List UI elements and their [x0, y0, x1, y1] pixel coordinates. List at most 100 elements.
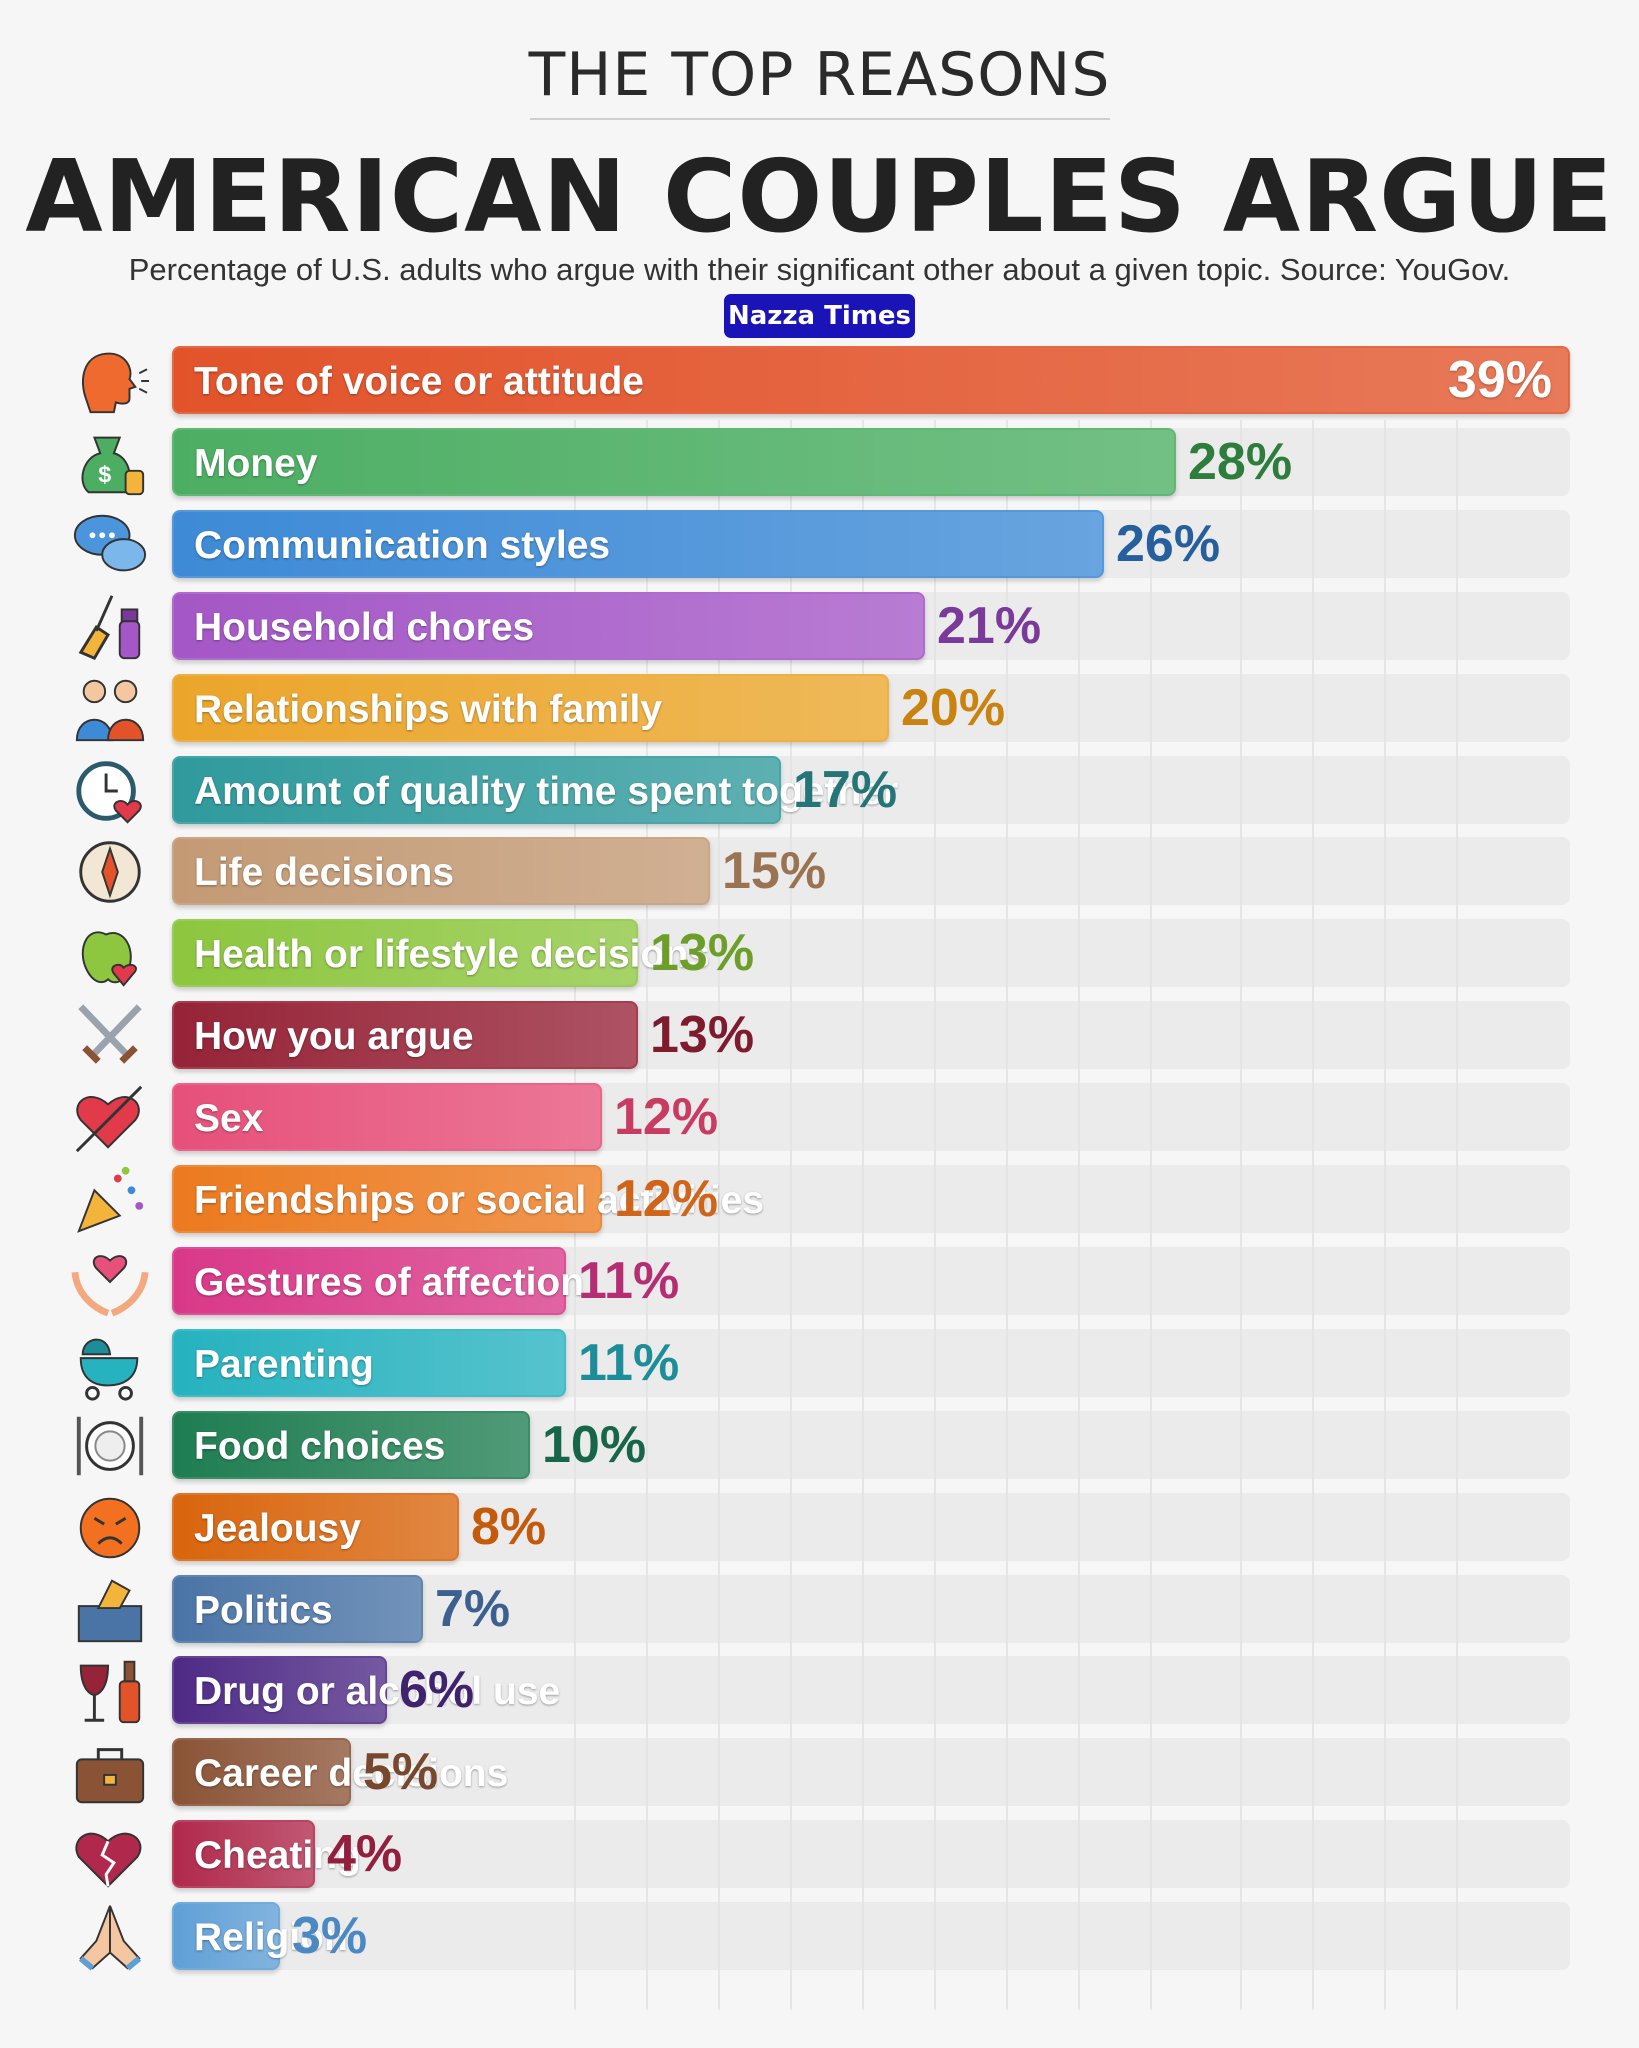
value-label: 13% — [650, 1006, 755, 1065]
bar: Communication styles — [172, 509, 1104, 578]
bar-label: Sex — [194, 1097, 264, 1141]
bar: Sex — [172, 1083, 602, 1152]
ballot-box-icon — [77, 1578, 143, 1642]
money-bag-icon: $ — [81, 436, 145, 496]
bar-label: Life decisions — [194, 851, 455, 895]
bar-row: Gestures of affection 11% — [0, 1246, 1639, 1317]
bar-row: Relationships with family 20% — [0, 673, 1639, 744]
value-label: 13% — [650, 924, 755, 983]
bar: Jealousy — [172, 1492, 459, 1561]
bar-row: Food choices 10% — [0, 1410, 1639, 1481]
value-label: 10% — [542, 1415, 647, 1474]
bar-row: How you argue 13% — [0, 1001, 1639, 1071]
bar-label: Friendships or social activities — [194, 1179, 765, 1222]
bar-label: How you argue — [194, 1015, 474, 1059]
bar-label: Drug or alcohol use — [194, 1670, 561, 1714]
bar-row: Household chores 21% — [0, 591, 1639, 662]
bar-label: Food choices — [194, 1424, 446, 1468]
speaking-head-icon — [82, 352, 149, 414]
value-label: 3% — [292, 1907, 368, 1966]
value-label: 12% — [614, 1170, 719, 1228]
bar-label: Communication styles — [194, 523, 611, 567]
bar: Tone of voice or attitude — [172, 346, 1570, 414]
bar-row: Cheating 4% — [0, 1820, 1639, 1890]
crossed-swords-icon — [78, 1004, 142, 1064]
bar: Cheating — [172, 1820, 361, 1889]
bar-label: Household chores — [194, 605, 535, 649]
bar: Friendships or social activities — [172, 1165, 764, 1233]
bar-row: Jealousy 8% — [0, 1492, 1639, 1563]
value-label: 4% — [327, 1825, 403, 1884]
bar-track — [172, 1902, 1570, 1971]
broken-heart-icon — [75, 1832, 142, 1888]
value-label: 5% — [363, 1743, 439, 1802]
bar-row: Career decisions 5% — [0, 1738, 1639, 1808]
bar: Health or lifestyle decisions — [172, 919, 710, 988]
bar-label: Money — [194, 441, 318, 485]
bar-label: Gestures of affection — [194, 1260, 585, 1304]
chart-subtitle: Percentage of U.S. adults who argue with… — [128, 252, 1511, 287]
clock-heart-icon — [76, 760, 142, 824]
brand-badge: Nazza Times — [724, 294, 915, 338]
bar: How you argue — [172, 1001, 638, 1070]
chart-title: AMERICAN COUPLES ARGUE — [25, 138, 1614, 255]
value-label: 8% — [471, 1497, 547, 1556]
hands-heart-icon — [71, 1255, 149, 1317]
chart-pretitle: THE TOP REASONS — [528, 40, 1111, 110]
value-label: 20% — [901, 678, 1006, 737]
bar: Relationships with family — [172, 673, 889, 742]
bar-label: Career decisions — [194, 1752, 509, 1796]
bar-label: Jealousy — [194, 1506, 361, 1550]
bar-row: Money 28% $ — [0, 427, 1639, 498]
value-label: 17% — [793, 760, 898, 819]
bar-label: Relationships with family — [194, 687, 663, 731]
bar: Gestures of affection — [172, 1246, 584, 1315]
bar-track — [172, 1656, 1570, 1725]
bar-label: Tone of voice or attitude — [194, 360, 644, 403]
bar-row: Drug or alcohol use 6% — [0, 1656, 1639, 1726]
heart-arrow-icon — [75, 1085, 143, 1153]
praying-hands-icon — [78, 1905, 142, 1971]
bar-label: Politics — [194, 1588, 333, 1632]
bar: Money — [172, 427, 1176, 496]
fork-plate-knife-icon — [76, 1416, 144, 1475]
value-label: 28% — [1188, 432, 1293, 491]
bar: Drug or alcohol use — [172, 1656, 560, 1725]
bar-label: Amount of quality time spent together — [194, 769, 899, 813]
wine-bottle-icon — [79, 1661, 141, 1724]
bar-row: Communication styles 26% — [0, 509, 1639, 580]
bar-label: Health or lifestyle decisions — [194, 933, 710, 977]
value-label: 21% — [937, 596, 1042, 655]
bar: Amount of quality time spent together — [172, 755, 898, 824]
bar-row: Sex 12% — [0, 1083, 1639, 1153]
bar: Career decisions — [172, 1738, 508, 1807]
bar: Politics — [172, 1574, 423, 1643]
apple-heart-icon — [81, 931, 137, 988]
party-popper-icon — [77, 1166, 144, 1233]
bar-row: Tone of voice or attitude 39% — [0, 346, 1639, 416]
value-label: 26% — [1116, 514, 1221, 573]
bar-row: Health or lifestyle decisions 13% — [0, 919, 1639, 989]
value-label: 39% — [1447, 351, 1552, 409]
bar-row: Religion 3% — [0, 1902, 1639, 1972]
bar: Life decisions — [172, 837, 710, 906]
bar: Religion — [172, 1902, 348, 1971]
bar-row: Life decisions 15% — [0, 837, 1639, 907]
value-label: 11% — [578, 1333, 680, 1392]
baby-carriage-icon — [79, 1338, 139, 1401]
bar-row: Friendships or social activities 12% — [0, 1165, 1639, 1235]
bar-label: Religion — [194, 1916, 348, 1960]
bar: Household chores — [172, 591, 925, 660]
bar-row: Politics 7% — [0, 1574, 1639, 1645]
bar-row: Parenting 11% — [0, 1328, 1639, 1401]
family-icon — [75, 679, 145, 741]
svg-text:$: $ — [98, 461, 111, 487]
briefcase-icon — [75, 1748, 145, 1804]
speech-bubbles-icon — [73, 514, 147, 572]
value-label: 6% — [399, 1661, 475, 1720]
bar: Parenting — [172, 1328, 566, 1397]
value-label: 7% — [435, 1579, 511, 1638]
bar-label: Parenting — [194, 1342, 374, 1386]
angry-face-icon — [79, 1497, 141, 1558]
broom-spray-icon — [78, 594, 141, 660]
